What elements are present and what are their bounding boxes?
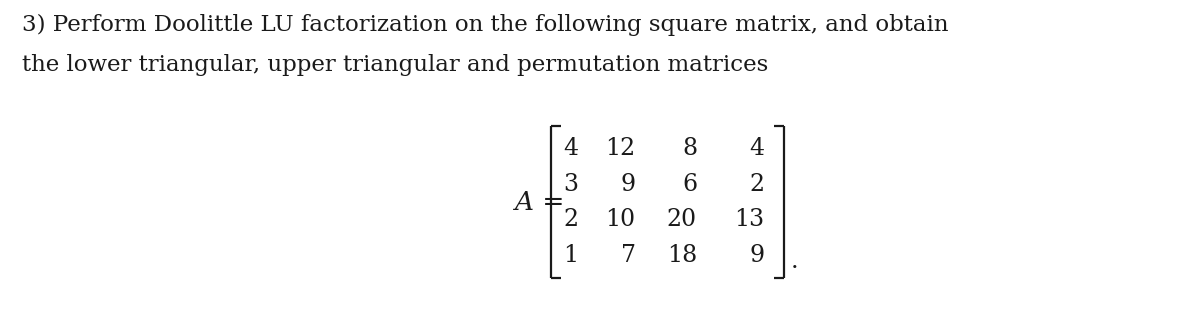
Text: .: .	[791, 250, 798, 273]
Text: 8: 8	[682, 136, 697, 159]
Text: 12: 12	[606, 136, 636, 159]
Text: 10: 10	[606, 208, 636, 231]
Text: =: =	[534, 190, 564, 214]
Text: 6: 6	[682, 173, 697, 196]
Text: 3) Perform Doolittle LU factorization on the following square matrix, and obtain: 3) Perform Doolittle LU factorization on…	[22, 14, 948, 36]
Text: 9: 9	[749, 244, 764, 268]
Text: 4: 4	[563, 136, 578, 159]
Text: 13: 13	[734, 208, 764, 231]
Text: 1: 1	[563, 244, 578, 268]
Text: 20: 20	[667, 208, 697, 231]
Text: 9: 9	[620, 173, 636, 196]
Text: 3: 3	[563, 173, 578, 196]
Text: 2: 2	[563, 208, 578, 231]
Text: A: A	[514, 190, 533, 214]
Text: the lower triangular, upper triangular and permutation matrices: the lower triangular, upper triangular a…	[22, 54, 768, 76]
Text: 4: 4	[749, 136, 764, 159]
Text: 2: 2	[749, 173, 764, 196]
Text: 18: 18	[667, 244, 697, 268]
Text: 7: 7	[620, 244, 636, 268]
